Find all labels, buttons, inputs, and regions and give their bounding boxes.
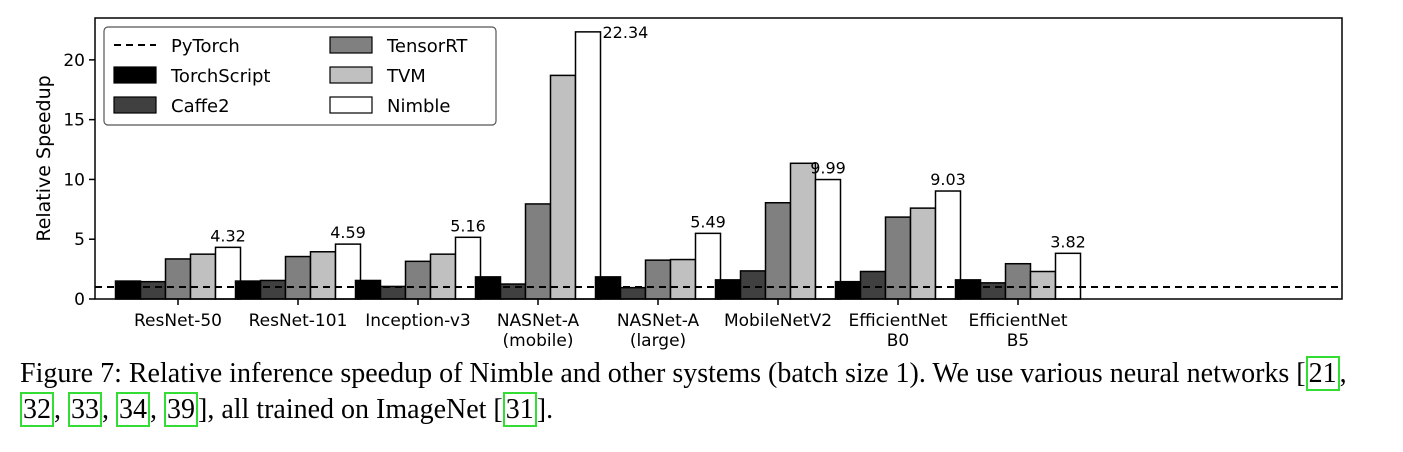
- bar-tvm: [309, 251, 337, 300]
- data-label: 4.59: [330, 223, 366, 242]
- x-tick-label: NASNet-A: [617, 311, 700, 331]
- bar-tensorrt: [764, 201, 792, 300]
- data-label: 9.03: [930, 170, 966, 189]
- data-label: 3.82: [1050, 232, 1086, 251]
- legend-box: [103, 26, 497, 126]
- legend-label: TVM: [386, 66, 426, 87]
- citation-link-33[interactable]: 33: [68, 392, 102, 427]
- bar-tensorrt: [644, 259, 672, 300]
- y-tick-label: 20: [63, 51, 85, 71]
- y-axis: 0 5 10 15 20: [63, 51, 95, 310]
- y-tick-label: 0: [74, 290, 85, 310]
- legend-label: Caffe2: [171, 96, 230, 117]
- data-labels-layer: 4.32 4.59 5.16 22.34 5.49 9.99 9.03 3.82: [210, 23, 1086, 251]
- y-tick-label: 15: [63, 111, 85, 131]
- bar-caffe2: [139, 280, 167, 300]
- bar-torchscript: [714, 279, 742, 300]
- bar-tensorrt: [284, 255, 312, 300]
- caption-text-2: ], all trained on ImageNet [: [198, 394, 503, 425]
- bar-caffe2: [379, 285, 407, 300]
- y-tick-label: 10: [63, 170, 85, 190]
- data-label: 9.99: [810, 159, 846, 178]
- bar-tvm: [549, 74, 577, 300]
- bar-torchscript: [834, 280, 862, 300]
- bar-tvm: [1029, 270, 1057, 300]
- legend-swatch-tvm: [329, 66, 373, 84]
- x-tick-label: EfficientNet: [969, 311, 1068, 331]
- legend-swatch-caffe2: [113, 96, 157, 114]
- x-tick-label: ResNet-101: [249, 311, 348, 331]
- legend: PyTorch TorchScript Caffe2 TensorRT TVM Nimbl…: [103, 26, 497, 126]
- data-label: 22.34: [603, 23, 649, 42]
- bar-tvm: [789, 162, 817, 300]
- y-axis-label: Relative Speedup: [33, 75, 55, 241]
- bar-torchscript: [234, 280, 262, 300]
- citation-link-39[interactable]: 39: [164, 392, 198, 427]
- x-tick-label: B0: [887, 331, 909, 351]
- x-tick-label: EfficientNet: [849, 311, 948, 331]
- caption-sep: ,: [54, 394, 68, 425]
- caption-text-1: Figure 7: Relative inference speedup of …: [20, 358, 1306, 389]
- data-label: 5.49: [690, 212, 726, 231]
- caption-sep: ,: [150, 394, 164, 425]
- figure-caption: Figure 7: Relative inference speedup of …: [20, 356, 1390, 428]
- bar-tvm: [669, 258, 697, 300]
- x-tick-label: (mobile): [503, 331, 574, 351]
- caption-text-3: ].: [536, 394, 554, 425]
- bar-caffe2: [259, 279, 287, 300]
- x-tick-label: NASNet-A: [497, 311, 580, 331]
- bar-tensorrt: [164, 258, 192, 300]
- bar-tensorrt: [1004, 262, 1032, 300]
- legend-label: PyTorch: [171, 36, 240, 57]
- caption-sep: ,: [102, 394, 116, 425]
- citation-link-21[interactable]: 21: [1305, 356, 1340, 391]
- x-tick-label: MobileNetV2: [724, 311, 832, 331]
- bar-tensorrt: [884, 216, 912, 300]
- x-tick-label: B5: [1007, 331, 1029, 351]
- bar-tvm: [909, 207, 937, 300]
- bar-nimble: [814, 178, 842, 300]
- x-axis: ResNet-50 ResNet-101 Inception-v3 NASNet-A(…: [134, 299, 1068, 351]
- legend-swatch-nimble: [329, 96, 373, 114]
- bar-torchscript: [114, 280, 142, 300]
- y-tick-label: 5: [74, 230, 85, 250]
- legend-label: TensorRT: [386, 36, 468, 57]
- data-label: 5.16: [450, 216, 486, 235]
- bar-tensorrt: [404, 260, 432, 300]
- legend-swatch-torchscript: [113, 66, 157, 84]
- bar-tvm: [429, 253, 457, 300]
- x-tick-label: ResNet-50: [134, 311, 222, 331]
- bar-caffe2: [619, 286, 647, 300]
- speedup-bar-chart: 0 5 10 15 20 ResNet-50 ResNet-101 Inception-v3…: [33, 17, 1343, 351]
- bar-torchscript: [354, 279, 382, 300]
- x-tick-label: Inception-v3: [365, 311, 471, 331]
- x-tick-label: (large): [630, 331, 686, 351]
- legend-label: TorchScript: [170, 66, 270, 87]
- legend-swatch-tensorrt: [329, 36, 373, 54]
- citation-link-34[interactable]: 34: [116, 392, 150, 427]
- bar-tensorrt: [524, 203, 552, 300]
- caption-sep: ,: [1339, 358, 1347, 389]
- bar-caffe2: [979, 282, 1007, 300]
- citation-link-32[interactable]: 32: [20, 392, 54, 427]
- plot-frame: [94, 17, 1343, 300]
- data-label: 4.32: [210, 226, 246, 245]
- bar-caffe2: [859, 270, 887, 300]
- bar-nimble: [1054, 252, 1082, 300]
- bar-tvm: [189, 253, 217, 300]
- citation-link-31[interactable]: 31: [502, 392, 537, 427]
- legend-label: Nimble: [387, 96, 451, 117]
- bar-caffe2: [739, 270, 767, 300]
- bar-torchscript: [954, 279, 982, 300]
- bar-nimble: [574, 31, 602, 300]
